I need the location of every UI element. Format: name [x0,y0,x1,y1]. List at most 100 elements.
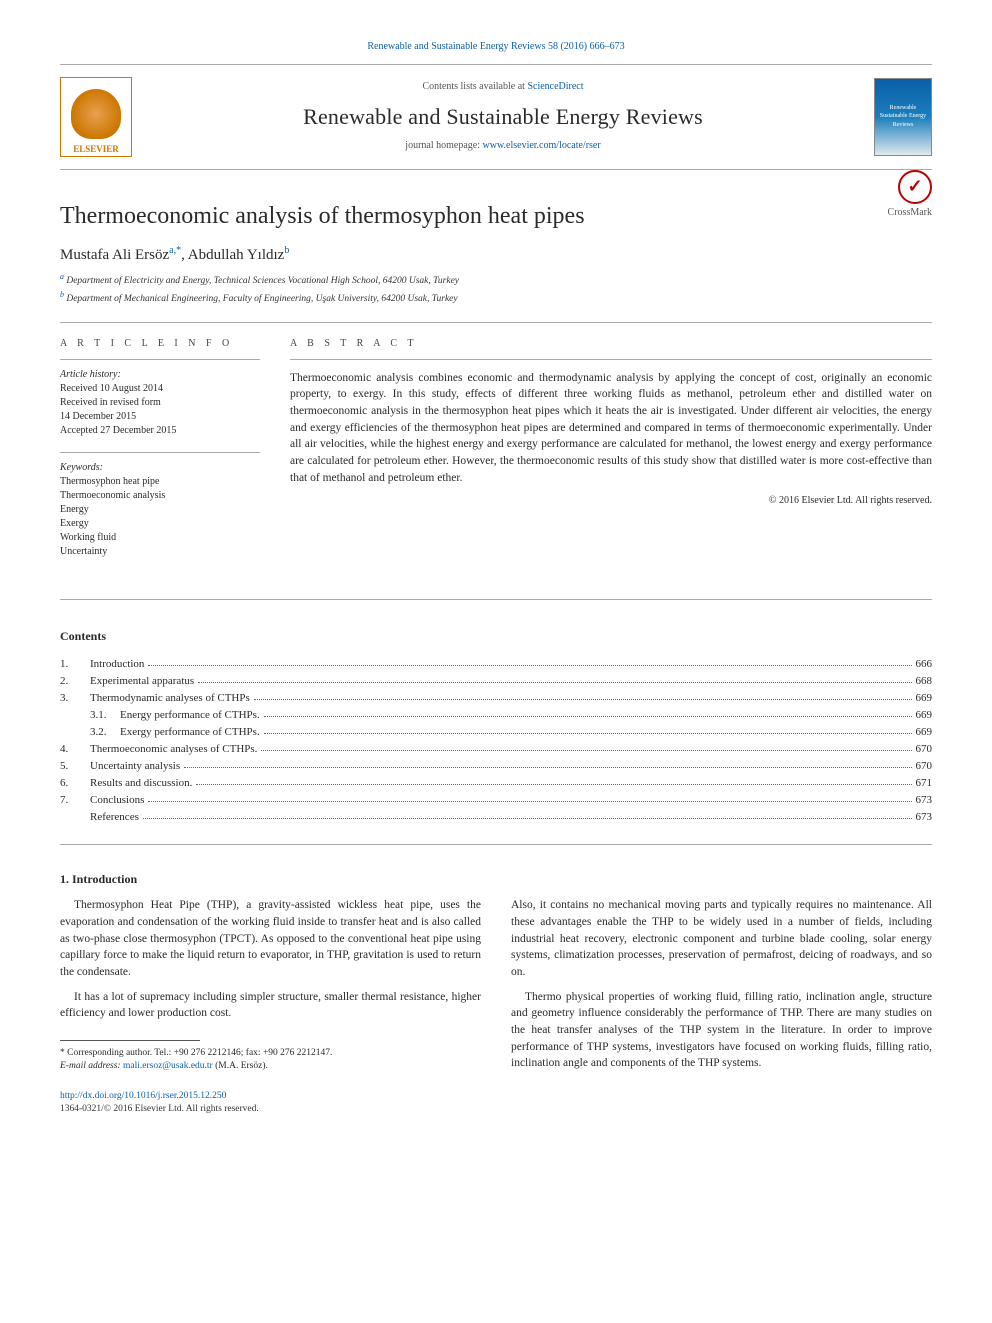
toc-label: Thermoeconomic analyses of CTHPs. [90,741,257,758]
toc-dots [184,758,911,768]
body-para: It has a lot of supremacy including simp… [60,989,481,1022]
divider [60,322,932,323]
toc-label: Thermodynamic analyses of CTHPs [90,690,250,707]
toc-label: Uncertainty analysis [90,758,180,775]
footnote-text: Corresponding author. Tel.: +90 276 2212… [67,1048,332,1058]
toc-dots [143,809,912,819]
toc-num: 4. [60,741,90,758]
toc-num: 3.1. [60,707,120,724]
toc-num: 2. [60,673,90,690]
crossmark-icon: ✓ [898,170,932,204]
header-center: Contents lists available at ScienceDirec… [132,80,874,153]
toc-page: 673 [916,809,933,826]
issn-copyright: 1364-0321/© 2016 Elsevier Ltd. All right… [60,1103,932,1116]
toc-num: 3.2. [60,724,120,741]
article-info-col: A R T I C L E I N F O Article history: R… [60,337,260,559]
toc-label: Introduction [90,656,144,673]
toc-num: 1. [60,656,90,673]
divider [290,359,932,360]
toc-num: 7. [60,792,90,809]
toc-num: 5. [60,758,90,775]
toc-page: 666 [916,656,933,673]
keywords-label: Keywords: [60,462,103,473]
section-heading-introduction: 1. Introduction [60,871,932,887]
toc-row[interactable]: 3.Thermodynamic analyses of CTHPs 669 [60,690,932,707]
history-accepted: Accepted 27 December 2015 [60,425,176,436]
crossmark-badge[interactable]: ✓ CrossMark [842,170,932,220]
toc-row[interactable]: References 673 [60,809,932,826]
toc-dots [148,656,911,666]
keyword: Thermosyphon heat pipe [60,476,159,487]
journal-header: ELSEVIER Contents lists available at Sci… [60,64,932,170]
divider [60,359,260,360]
toc-page: 670 [916,758,933,775]
affiliations: a Department of Electricity and Energy, … [60,271,932,306]
keyword: Exergy [60,518,89,529]
body-para: Thermosyphon Heat Pipe (THP), a gravity-… [60,897,481,980]
history-revised-date: 14 December 2015 [60,411,136,422]
toc-dots [148,792,911,802]
toc-num: 3. [60,690,90,707]
abstract-text: Thermoeconomic analysis combines economi… [290,370,932,487]
elsevier-label: ELSEVIER [73,143,119,155]
doi-line: http://dx.doi.org/10.1016/j.rser.2015.12… [60,1090,932,1103]
affiliation-b: Department of Mechanical Engineering, Fa… [66,294,457,304]
toc-dots [264,724,912,734]
corresponding-email-link[interactable]: mali.ersoz@usak.edu.tr [123,1061,213,1071]
homepage-prefix: journal homepage: [405,140,482,151]
history-label: Article history: [60,369,121,380]
keyword: Energy [60,504,89,515]
toc-row[interactable]: 1.Introduction 666 [60,656,932,673]
toc-num [60,809,90,826]
article-title: Thermoeconomic analysis of thermosyphon … [60,200,932,232]
toc-label: Conclusions [90,792,144,809]
sciencedirect-link[interactable]: ScienceDirect [527,81,583,92]
toc-dots [264,707,912,717]
toc-page: 669 [916,724,933,741]
body-para: Also, it contains no mechanical moving p… [511,897,932,980]
running-head: Renewable and Sustainable Energy Reviews… [60,40,932,54]
toc-label: References [90,809,139,826]
elsevier-tree-icon [71,89,121,139]
toc-page: 671 [916,775,933,792]
toc-row[interactable]: 2.Experimental apparatus668 [60,673,932,690]
body-columns: Thermosyphon Heat Pipe (THP), a gravity-… [60,897,932,1080]
divider [60,599,932,600]
article-history: Article history: Received 10 August 2014… [60,368,260,438]
footnote-rule [60,1040,200,1041]
contents-available-line: Contents lists available at ScienceDirec… [132,80,874,94]
toc-row[interactable]: 5.Uncertainty analysis 670 [60,758,932,775]
doi-link[interactable]: http://dx.doi.org/10.1016/j.rser.2015.12… [60,1091,226,1101]
toc-row[interactable]: 4.Thermoeconomic analyses of CTHPs. 670 [60,741,932,758]
toc-row[interactable]: 6.Results and discussion.671 [60,775,932,792]
article-info-label: A R T I C L E I N F O [60,337,260,351]
footnote-email-suffix: (M.A. Ersöz). [213,1061,268,1071]
toc-row[interactable]: 3.1.Energy performance of CTHPs.669 [60,707,932,724]
author-2-sup: b [284,245,289,256]
toc-row[interactable]: 7.Conclusions 673 [60,792,932,809]
toc-dots [196,775,911,785]
keyword: Working fluid [60,532,116,543]
toc-page: 673 [916,792,933,809]
keyword: Thermoeconomic analysis [60,490,165,501]
divider [60,452,260,453]
journal-cover-thumb: Renewable Sustainable Energy Reviews [874,78,932,156]
toc-page: 669 [916,690,933,707]
running-head-link[interactable]: Renewable and Sustainable Energy Reviews… [367,41,624,52]
toc-page: 670 [916,741,933,758]
history-received: Received 10 August 2014 [60,383,163,394]
toc-label: Exergy performance of CTHPs. [120,724,260,741]
body-para: Thermo physical properties of working fl… [511,989,932,1072]
history-revised: Received in revised form [60,397,161,408]
author-2: Abdullah Yıldız [188,247,285,263]
elsevier-logo: ELSEVIER [60,77,132,157]
crossmark-label: CrossMark [842,206,932,220]
journal-homepage-link[interactable]: www.elsevier.com/locate/rser [483,140,601,151]
footnotes: * Corresponding author. Tel.: +90 276 22… [60,1047,481,1074]
contents-prefix: Contents lists available at [422,81,527,92]
table-of-contents: 1.Introduction 6662.Experimental apparatu… [60,656,932,826]
toc-dots [254,690,912,700]
toc-row[interactable]: 3.2.Exergy performance of CTHPs. 669 [60,724,932,741]
abstract-copyright: © 2016 Elsevier Ltd. All rights reserved… [290,494,932,508]
toc-page: 669 [916,707,933,724]
